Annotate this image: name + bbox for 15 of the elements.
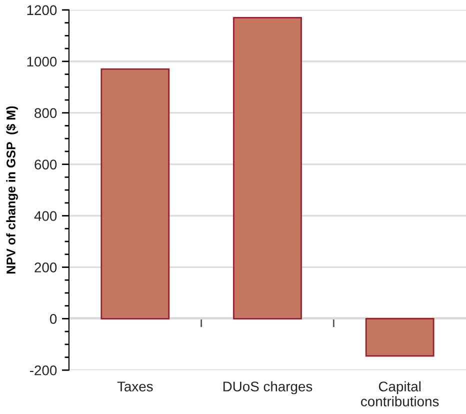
- y-tick-label: -200: [30, 365, 57, 376]
- y-axis-title: NPV of change in GSP ($ M): [6, 106, 18, 274]
- x-tick-label: Taxes: [117, 382, 153, 392]
- y-tick-label: 800: [34, 108, 57, 118]
- y-tick-label: 600: [34, 160, 57, 170]
- x-tick-label: Capital contributions: [361, 381, 439, 406]
- bar: [233, 16, 302, 320]
- y-tick-label: 1000: [27, 56, 57, 67]
- y-tick-label: 0: [50, 314, 57, 324]
- x-tick-label: DUoS charges: [223, 381, 312, 394]
- y-tick-label: 400: [34, 211, 57, 221]
- bar: [365, 318, 434, 357]
- y-tick-label: 200: [34, 262, 57, 272]
- bar: [100, 68, 170, 320]
- y-tick-label: 1200: [27, 5, 57, 16]
